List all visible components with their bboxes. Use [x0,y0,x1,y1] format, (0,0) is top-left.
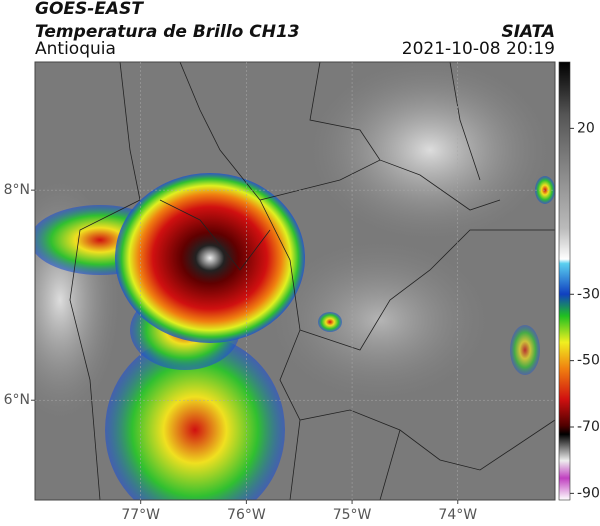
datetime: 2021-10-08 20:19 [402,39,555,59]
x-tick-label: 76°W [227,507,266,523]
colorbar-label: 20 [577,120,595,136]
colorbar-label: -90 [577,485,600,501]
y-tick-label: 6°N [4,392,30,408]
colorbar-label: -30 [577,286,600,302]
product-title: Temperatura de Brillo CH13 [35,22,300,42]
colorbar [558,61,571,501]
y-tick-label: 8°N [4,182,30,198]
region: Antioquia [35,39,116,59]
x-tick-label: 75°W [333,507,372,523]
colorbar-label: -50 [577,353,600,369]
source: SIATA [501,22,555,42]
x-tick-label: 77°W [121,507,160,523]
satellite-title: GOES-EAST [35,0,144,19]
map-frame [34,61,556,501]
satellite-image [35,62,555,500]
colorbar-label: -70 [577,419,600,435]
x-tick-label: 74°W [438,507,477,523]
